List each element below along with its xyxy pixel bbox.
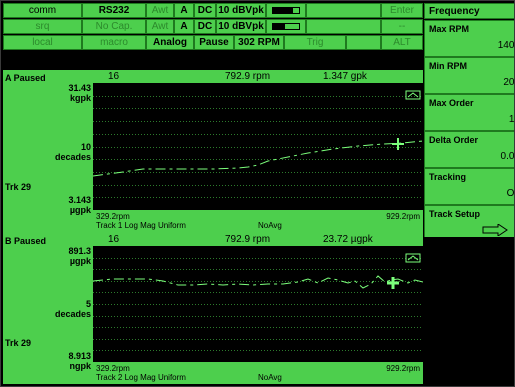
status-channel-2: A: [174, 19, 194, 34]
status-capture: No Cap.: [82, 19, 146, 34]
status-meter-2: [266, 19, 306, 34]
menu-blank-area: [424, 237, 515, 387]
trace-a-plot[interactable]: [93, 83, 423, 210]
softkey-label: Max Order: [429, 98, 474, 108]
trace-b-panel[interactable]: B Paused 891.3 µgpk 5 decades Trk 29 8.9…: [3, 233, 423, 384]
trace-a-footer: 329.2rpm 929.2rpm Track 1 Log Mag Unifor…: [93, 210, 423, 233]
trace-a-panel[interactable]: A Paused 31.43 kgpk 10 decades Trk 29 3.…: [3, 70, 423, 233]
status-meter-1: [266, 3, 306, 18]
softkey-max-rpm[interactable]: Max RPM 1400: [424, 20, 515, 57]
softkey-max-order[interactable]: Max Order 10: [424, 94, 515, 131]
trace-b-scale-unit: decades: [54, 309, 91, 319]
trace-a-track: Trk 29: [5, 182, 32, 192]
softkey-value: On: [506, 188, 515, 199]
trace-a-marker-icon: [392, 138, 404, 150]
trace-b-scale: 5: [85, 299, 91, 309]
status-dashes: --: [381, 19, 423, 34]
status-blank-2: [306, 19, 381, 34]
status-source: Analog: [146, 35, 194, 50]
trace-b-footer: 329.2rpm 929.2rpm Track 2 Log Mag Unifor…: [93, 362, 423, 384]
trace-a-bottom-unit: µgpk: [69, 205, 91, 215]
status-alt: ALT: [381, 35, 423, 50]
softkey-delta-order[interactable]: Delta Order 0.05: [424, 131, 515, 168]
trace-b-line: [93, 275, 423, 289]
trace-a-header: 16 792.9 rpm 1.347 gpk: [93, 70, 423, 83]
softkey-track-setup[interactable]: Track Setup: [424, 205, 515, 242]
trace-b-x-end: 929.2rpm: [386, 364, 420, 373]
trace-a-bottom-value: 3.143: [68, 195, 91, 205]
status-comm: comm: [3, 3, 82, 18]
trace-b-grid: [93, 258, 423, 351]
status-interface: RS232: [82, 3, 146, 18]
status-macro: macro: [82, 35, 146, 50]
trace-b-top-unit: µgpk: [69, 256, 91, 266]
softkey-label: Track Setup: [429, 209, 481, 219]
input-level-meter-1: [272, 7, 300, 14]
status-rpm: 302 RPM: [234, 35, 284, 50]
trace-a-marker-number: 16: [108, 71, 120, 82]
softkey-min-rpm[interactable]: Min RPM 200: [424, 57, 515, 94]
trace-a-description: Track 1 Log Mag Uniform: [96, 221, 186, 230]
trace-b-averaging: NoAvg: [258, 373, 282, 382]
trace-a-x-end: 929.2rpm: [386, 212, 420, 221]
trace-a-lock-glyph: [407, 92, 419, 98]
trace-a-averaging: NoAvg: [258, 221, 282, 230]
trace-b-track: Trk 29: [5, 338, 32, 348]
status-coupling-1: DC: [194, 3, 216, 18]
status-range-1: 10 dBVpk: [216, 3, 266, 18]
softkey-value: 10: [508, 114, 515, 125]
trace-b-bottom-value: 8.913: [68, 351, 91, 361]
trace-a-grid: [93, 96, 423, 198]
status-blank-1: [306, 3, 381, 18]
trace-a-top-unit: kgpk: [69, 93, 91, 103]
trace-b-marker-number: 16: [108, 234, 120, 245]
status-range-2: 10 dBVpk: [216, 19, 266, 34]
trace-b-scale-panel: B Paused 891.3 µgpk 5 decades Trk 29 8.9…: [3, 233, 93, 384]
trace-b-marker-icon: [387, 277, 399, 289]
trace-b-description: Track 2 Log Mag Uniform: [96, 373, 186, 382]
softkey-value: 0.05: [500, 151, 515, 162]
trace-a-line: [93, 140, 423, 177]
softkey-value: 200: [503, 77, 515, 88]
softkey-label: Min RPM: [429, 61, 467, 71]
trace-b-x-start: 329.2rpm: [96, 364, 130, 373]
status-trig: Trig: [284, 35, 346, 50]
softkey-label: Tracking: [429, 172, 467, 182]
trace-a-scale: 10: [80, 142, 91, 152]
trace-b-status: B Paused: [5, 236, 47, 246]
trace-b-marker-rpm: 792.9 rpm: [225, 234, 271, 245]
status-coupling-2: DC: [194, 19, 216, 34]
status-pause: Pause: [194, 35, 234, 50]
trace-b-bottom-unit: ngpk: [69, 361, 92, 371]
trace-b-lock-glyph: [407, 255, 419, 261]
trace-a-x-start: 329.2rpm: [96, 212, 130, 221]
status-weighting-1: Awt: [146, 3, 174, 18]
status-local: local: [3, 35, 82, 50]
softkey-tracking[interactable]: Tracking On: [424, 168, 515, 205]
menu-title: Frequency: [424, 3, 515, 19]
trace-b-marker-value: 23.72 µgpk: [323, 234, 373, 245]
trace-a-scale-unit: decades: [54, 152, 91, 162]
trace-b-top-value: 891.3: [68, 246, 91, 256]
softkey-label: Max RPM: [429, 24, 470, 34]
trace-a-top-value: 31.43: [68, 83, 91, 93]
trace-b-scale-lock-icon: [405, 253, 421, 263]
trace-a-scale-panel: A Paused 31.43 kgpk 10 decades Trk 29 3.…: [3, 70, 93, 233]
trace-b-header: 16 792.9 rpm 23.72 µgpk: [93, 233, 423, 246]
status-channel-1: A: [174, 3, 194, 18]
status-enter: Enter: [381, 3, 423, 18]
arrow-right-icon: [482, 224, 508, 236]
trace-a-marker-rpm: 792.9 rpm: [225, 71, 271, 82]
status-srq: srq: [3, 19, 82, 34]
status-weighting-2: Awt: [146, 19, 174, 34]
trace-a-marker-value: 1.347 gpk: [323, 71, 367, 82]
input-level-meter-2: [272, 23, 300, 30]
status-blank-3: [346, 35, 381, 50]
softkey-value: 1400: [497, 40, 515, 51]
trace-a-scale-lock-icon: [405, 90, 421, 100]
trace-a-status: A Paused: [5, 73, 46, 83]
trace-b-plot[interactable]: [93, 246, 423, 362]
softkey-label: Delta Order: [429, 135, 479, 145]
